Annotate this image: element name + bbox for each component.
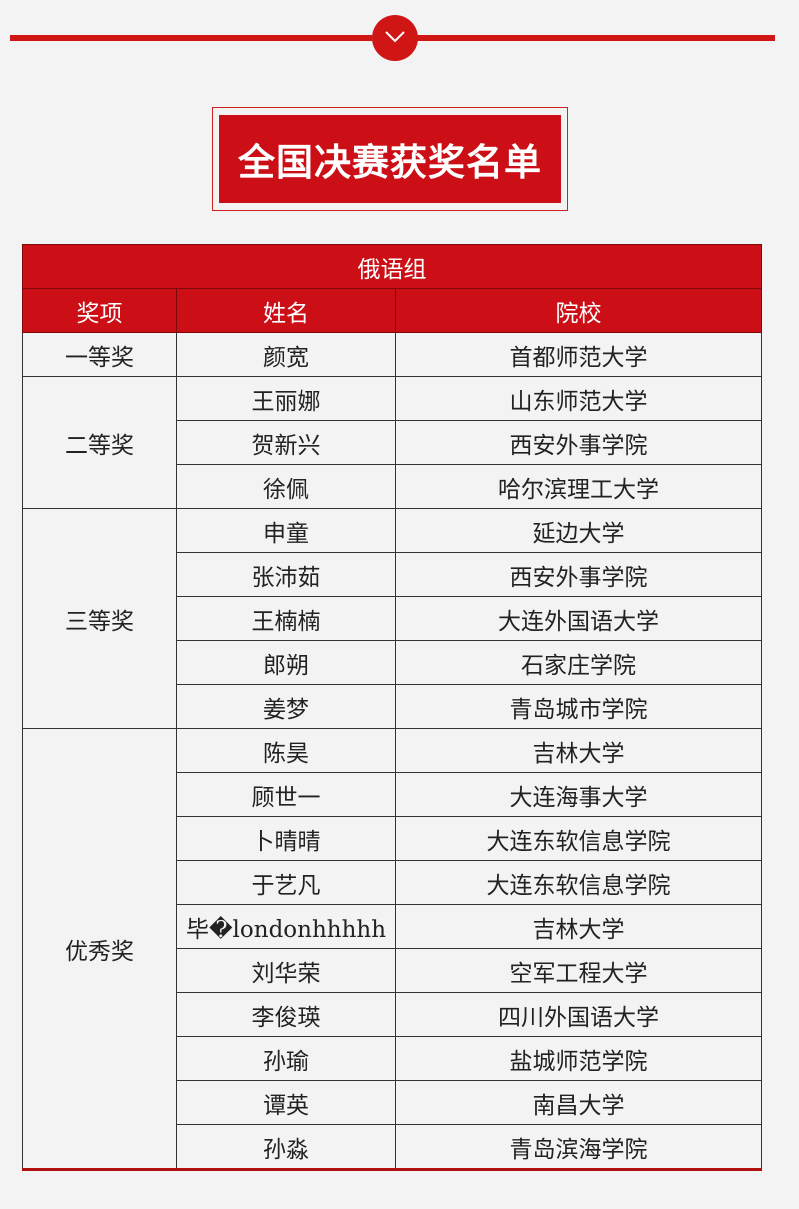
table-row: 贺新兴 西安外事学院: [23, 420, 762, 465]
name-cell: 毕�londonhhhhh: [176, 904, 396, 949]
name-cell: 陈昊: [176, 728, 396, 773]
school-cell: 西安外事学院: [395, 552, 762, 597]
table-row: 孙瑜 盐城师范学院: [23, 1036, 762, 1081]
name-cell: 申童: [176, 508, 396, 553]
table-row: 毕�londonhhhhh 吉林大学: [23, 904, 762, 949]
header-award: 奖项: [22, 288, 177, 333]
divider-line-left: [10, 35, 372, 41]
school-cell: 哈尔滨理工大学: [395, 464, 762, 509]
header-school: 院校: [395, 288, 762, 333]
table-row: 二等奖 王丽娜 山东师范大学: [22, 376, 762, 509]
name-cell: 顾世一: [176, 772, 396, 817]
group-header: 俄语组: [22, 244, 762, 289]
school-cell: 青岛滨海学院: [395, 1124, 762, 1170]
header-name: 姓名: [176, 288, 396, 333]
name-cell: 孙淼: [176, 1124, 396, 1170]
school-cell: 石家庄学院: [395, 640, 762, 685]
school-cell: 青岛城市学院: [395, 684, 762, 729]
name-cell: 卜晴晴: [176, 816, 396, 861]
name-cell: 刘华荣: [176, 948, 396, 993]
divider-badge: [372, 15, 418, 61]
school-cell: 南昌大学: [395, 1080, 762, 1125]
school-cell: 山东师范大学: [395, 376, 762, 421]
table-row: 顾世一 大连海事大学: [23, 772, 762, 817]
name-cell: 姜梦: [176, 684, 396, 729]
name-cell: 孙瑜: [176, 1036, 396, 1081]
school-cell: 首都师范大学: [395, 332, 762, 377]
school-cell: 四川外国语大学: [395, 992, 762, 1037]
page-title: 全国决赛获奖名单: [219, 115, 561, 203]
table-row: 优秀奖 陈昊 吉林大学: [22, 728, 762, 1170]
award-cell: 优秀奖: [22, 728, 177, 1170]
table-row: 张沛茹 西安外事学院: [23, 552, 762, 597]
name-cell: 王丽娜: [176, 376, 396, 421]
school-cell: 延边大学: [395, 508, 762, 553]
chevron-down-icon: [385, 31, 405, 43]
school-cell: 吉林大学: [395, 728, 762, 773]
name-cell: 于艺凡: [176, 860, 396, 905]
award-cell: 一等奖: [22, 332, 177, 377]
name-cell: 郎朔: [176, 640, 396, 685]
table-row: 谭英 南昌大学: [23, 1080, 762, 1125]
name-cell: 王楠楠: [176, 596, 396, 641]
award-cell: 二等奖: [22, 376, 177, 509]
award-table: 俄语组 奖项 姓名 院校 一等奖 颜宽 首都师范大学 二等奖 王丽娜 山东师范大学 贺新兴西…: [22, 244, 762, 1171]
school-cell: 大连海事大学: [395, 772, 762, 817]
table-row: 三等奖 申童 延边大学: [22, 508, 762, 729]
title-frame: 全国决赛获奖名单: [212, 107, 568, 211]
school-cell: 大连东软信息学院: [395, 816, 762, 861]
table-row: 卜晴晴 大连东软信息学院: [23, 816, 762, 861]
school-cell: 空军工程大学: [395, 948, 762, 993]
name-cell: 张沛茹: [176, 552, 396, 597]
table-row: 一等奖 颜宽 首都师范大学: [22, 332, 762, 377]
name-cell: 贺新兴: [176, 420, 396, 465]
divider-line-right: [415, 35, 775, 41]
school-cell: 西安外事学院: [395, 420, 762, 465]
name-cell: 李俊瑛: [176, 992, 396, 1037]
table-row: 李俊瑛 四川外国语大学: [23, 992, 762, 1037]
name-cell: 谭英: [176, 1080, 396, 1125]
school-cell: 大连外国语大学: [395, 596, 762, 641]
school-cell: 吉林大学: [395, 904, 762, 949]
school-cell: 大连东软信息学院: [395, 860, 762, 905]
table-row: 孙淼 青岛滨海学院: [23, 1124, 762, 1170]
table-row: 姜梦 青岛城市学院: [23, 684, 762, 729]
name-cell: 颜宽: [176, 332, 396, 377]
name-cell: 徐佩: [176, 464, 396, 509]
award-cell: 三等奖: [22, 508, 177, 729]
school-cell: 盐城师范学院: [395, 1036, 762, 1081]
table-row: 于艺凡 大连东软信息学院: [23, 860, 762, 905]
table-row: 郎朔 石家庄学院: [23, 640, 762, 685]
table-row: 刘华荣 空军工程大学: [23, 948, 762, 993]
